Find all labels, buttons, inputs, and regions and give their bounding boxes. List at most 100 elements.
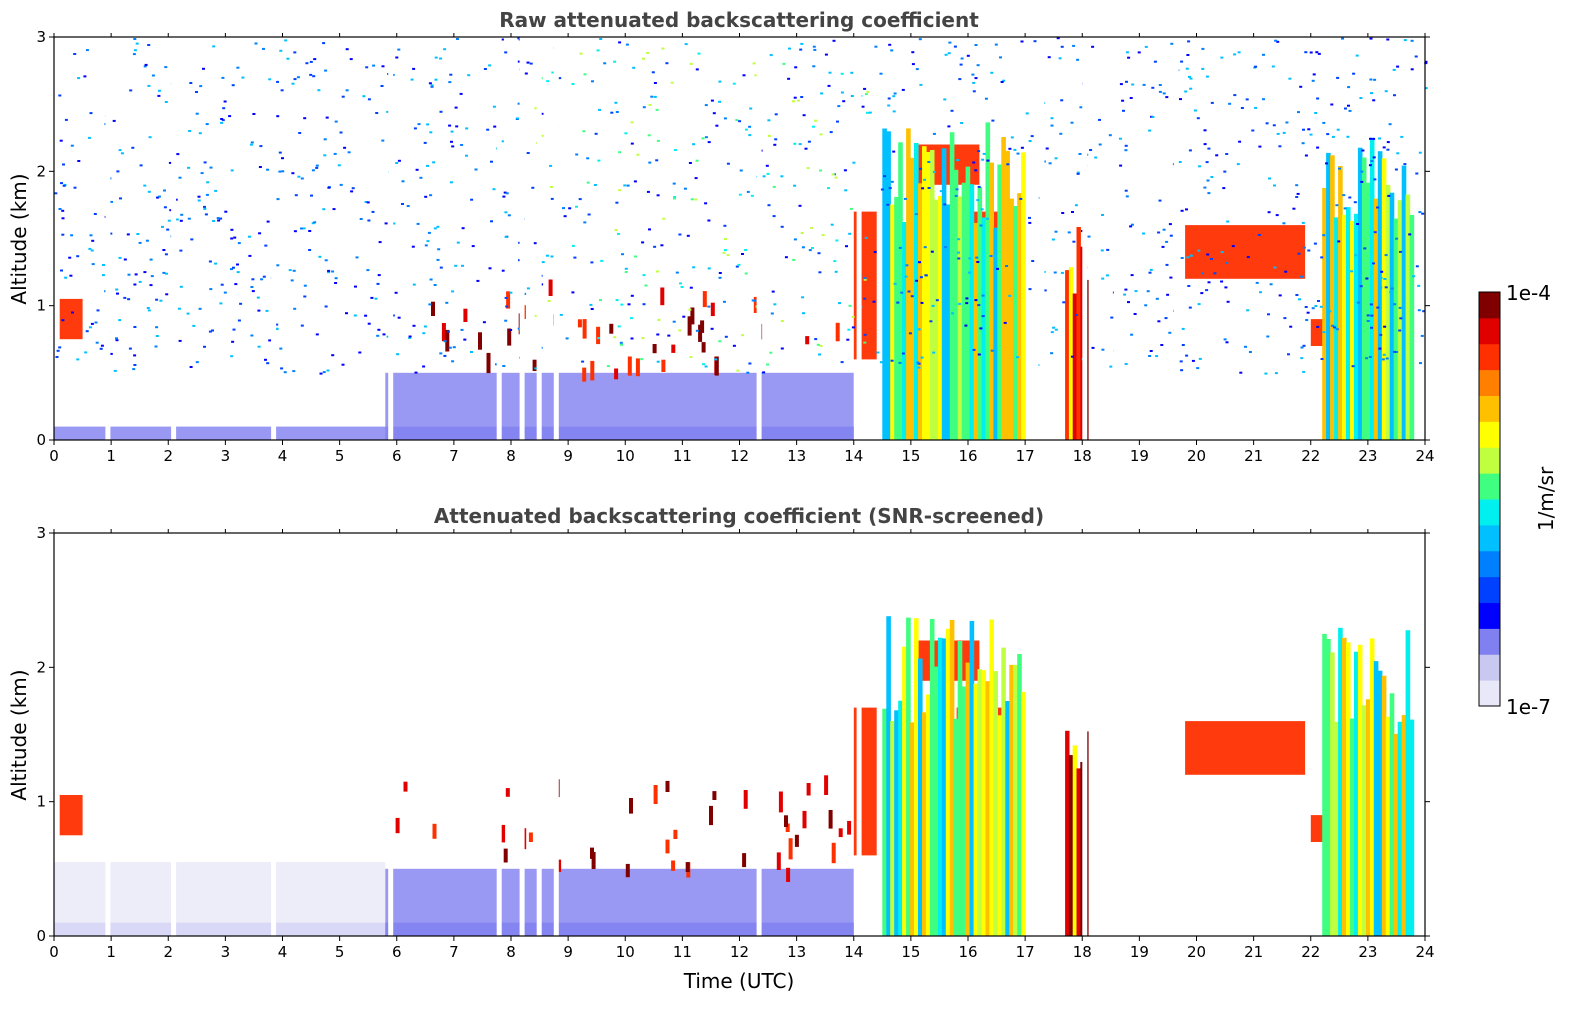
noise-speckle bbox=[1198, 357, 1202, 360]
noise-speckle bbox=[1008, 294, 1012, 297]
precipitation-streak bbox=[933, 666, 939, 936]
noise-speckle bbox=[977, 304, 981, 307]
cloud-fragment bbox=[742, 853, 747, 868]
noise-speckle bbox=[123, 296, 127, 299]
noise-speckle bbox=[1312, 73, 1316, 76]
noise-speckle bbox=[281, 170, 285, 173]
x-tick-label: 18 bbox=[1073, 447, 1092, 465]
noise-speckle bbox=[583, 221, 587, 224]
precipitation-streak bbox=[1338, 627, 1343, 936]
noise-speckle bbox=[155, 335, 159, 337]
noise-speckle bbox=[1300, 357, 1304, 360]
noise-speckle bbox=[60, 269, 63, 272]
noise-speckle bbox=[656, 360, 660, 363]
cloud-fragment bbox=[687, 316, 692, 336]
noise-speckle bbox=[672, 320, 676, 323]
noise-speckle bbox=[290, 279, 294, 282]
colorbar-frame bbox=[1478, 291, 1501, 707]
noise-speckle bbox=[382, 333, 386, 336]
precipitation-streak bbox=[1385, 716, 1391, 936]
noise-speckle bbox=[1417, 284, 1421, 287]
colorbar-band bbox=[1479, 421, 1500, 448]
noise-speckle bbox=[1317, 300, 1320, 302]
cloud-fragment bbox=[501, 824, 506, 843]
noise-speckle bbox=[1316, 97, 1320, 100]
noise-speckle bbox=[1319, 305, 1323, 308]
noise-speckle bbox=[932, 170, 936, 173]
noise-speckle bbox=[1378, 347, 1382, 350]
cloud-fragments bbox=[395, 775, 852, 882]
noise-speckle bbox=[991, 119, 995, 122]
cloud-fragment bbox=[614, 368, 619, 380]
noise-speckle bbox=[1200, 292, 1204, 295]
noise-speckle bbox=[534, 367, 538, 370]
noise-speckle bbox=[990, 349, 994, 352]
noise-speckle bbox=[615, 299, 619, 302]
noise-speckle bbox=[504, 51, 508, 54]
noise-speckle bbox=[1378, 137, 1381, 140]
noise-speckle bbox=[981, 315, 985, 318]
noise-speckle bbox=[959, 63, 963, 66]
noise-speckle bbox=[1162, 92, 1166, 95]
noise-speckle bbox=[615, 201, 619, 204]
noise-speckle bbox=[1254, 106, 1258, 109]
noise-speckle bbox=[266, 220, 270, 223]
noise-speckle bbox=[429, 278, 433, 281]
noise-speckle bbox=[1131, 83, 1135, 86]
noise-speckle bbox=[436, 225, 440, 228]
noise-speckle bbox=[208, 330, 212, 333]
noise-speckle bbox=[432, 161, 436, 164]
noise-speckle bbox=[1000, 81, 1004, 83]
noise-speckle bbox=[1419, 362, 1422, 365]
noise-speckle bbox=[774, 113, 778, 116]
data-gap bbox=[519, 533, 525, 936]
cloud-fragment bbox=[743, 790, 748, 809]
noise-speckle bbox=[642, 57, 645, 60]
precipitation-streak bbox=[902, 646, 907, 936]
data-gap bbox=[756, 37, 762, 440]
noise-speckle bbox=[593, 184, 597, 186]
noise-speckle bbox=[1379, 286, 1383, 289]
noise-speckle bbox=[673, 196, 677, 198]
noise-speckle bbox=[656, 139, 660, 142]
noise-speckle bbox=[1383, 278, 1387, 280]
noise-speckle bbox=[583, 73, 587, 76]
noise-speckle bbox=[364, 314, 368, 317]
data-gap bbox=[553, 533, 559, 936]
noise-speckle bbox=[488, 64, 492, 67]
noise-speckle bbox=[742, 74, 746, 77]
noise-speckle bbox=[362, 95, 366, 98]
noise-speckle bbox=[230, 268, 233, 271]
noise-speckle bbox=[223, 291, 227, 294]
noise-speckle bbox=[445, 301, 449, 304]
x-tick-label: 17 bbox=[1016, 447, 1035, 465]
noise-speckle bbox=[840, 361, 844, 364]
noise-speckle bbox=[60, 182, 63, 185]
noise-speckle bbox=[177, 307, 181, 310]
noise-speckle bbox=[1178, 161, 1182, 163]
noise-speckle bbox=[765, 164, 769, 167]
noise-speckle bbox=[771, 290, 775, 293]
noise-speckle bbox=[412, 324, 416, 327]
noise-speckle bbox=[589, 303, 593, 306]
noise-speckle bbox=[1170, 42, 1174, 45]
noise-speckle bbox=[1365, 357, 1369, 360]
noise-speckle bbox=[846, 338, 850, 341]
noise-speckle bbox=[319, 372, 323, 375]
noise-speckle bbox=[234, 283, 238, 286]
noise-speckle bbox=[258, 232, 262, 235]
noise-speckle bbox=[748, 134, 752, 137]
noise-speckle bbox=[953, 45, 957, 48]
noise-speckle bbox=[459, 92, 463, 95]
noise-speckle bbox=[367, 219, 371, 222]
noise-speckle bbox=[312, 75, 316, 78]
noise-speckle bbox=[133, 283, 137, 286]
precipitation-streak bbox=[1389, 693, 1395, 936]
precipitation-streak bbox=[949, 132, 955, 440]
noise-speckle bbox=[198, 307, 202, 310]
noise-speckle bbox=[863, 277, 867, 280]
noise-speckle bbox=[1215, 154, 1219, 157]
noise-speckle bbox=[212, 220, 216, 222]
noise-speckle bbox=[886, 203, 890, 206]
noise-speckle bbox=[126, 233, 130, 236]
